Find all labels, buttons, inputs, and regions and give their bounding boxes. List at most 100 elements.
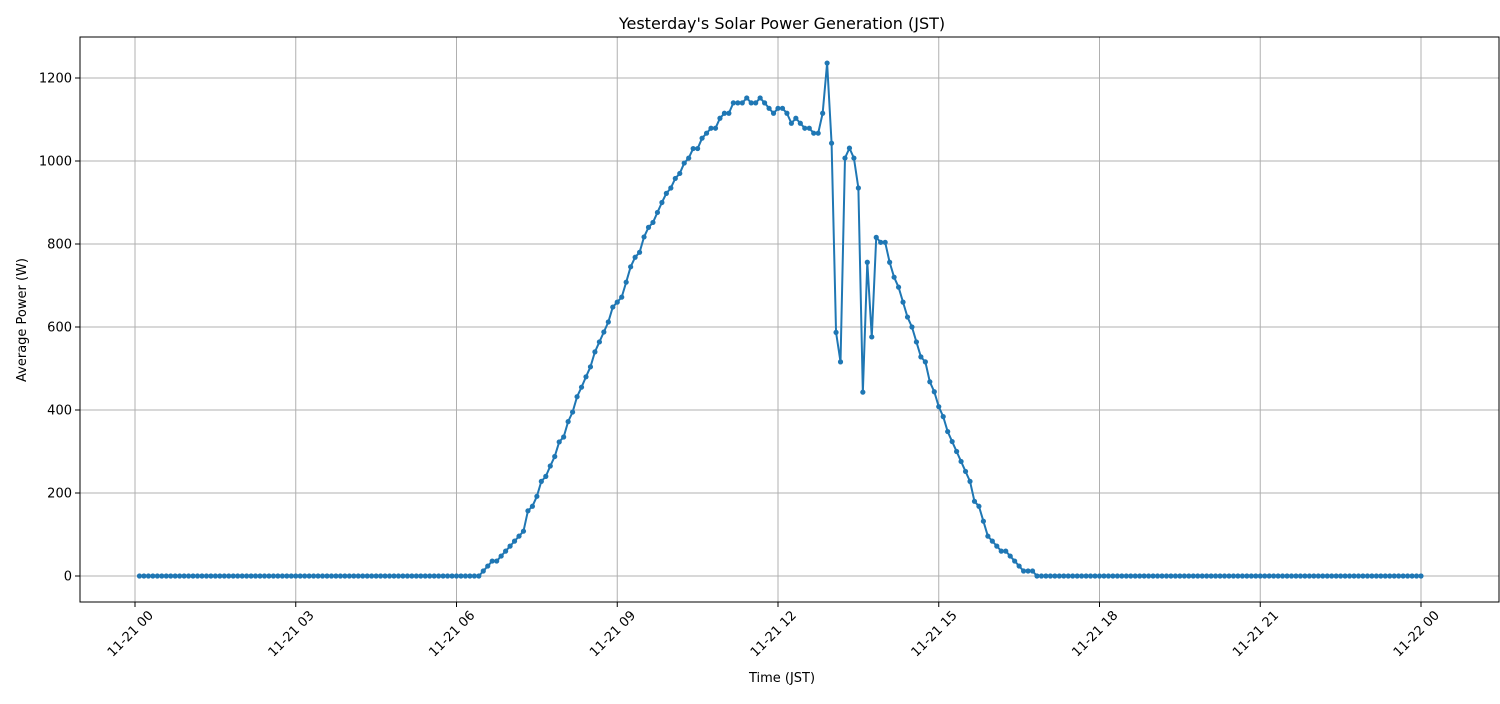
data-point bbox=[543, 473, 549, 479]
data-point bbox=[1342, 573, 1348, 579]
data-point bbox=[342, 573, 348, 579]
data-point bbox=[668, 185, 674, 191]
x-tick-label: 11-21 15 bbox=[909, 608, 961, 660]
data-point bbox=[337, 573, 344, 579]
data-point bbox=[476, 573, 482, 579]
data-point bbox=[962, 468, 969, 475]
data-point bbox=[297, 573, 303, 579]
data-point bbox=[136, 573, 143, 579]
data-point bbox=[793, 115, 799, 121]
data-point bbox=[373, 573, 379, 579]
data-point bbox=[208, 573, 214, 579]
data-point bbox=[1387, 573, 1393, 579]
data-point bbox=[1034, 573, 1040, 579]
data-point bbox=[860, 389, 866, 395]
data-point bbox=[1208, 573, 1214, 579]
data-point bbox=[641, 234, 647, 240]
data-point bbox=[1168, 573, 1174, 579]
data-point bbox=[145, 573, 151, 579]
data-point bbox=[775, 105, 781, 111]
data-point bbox=[413, 573, 419, 579]
data-point bbox=[739, 100, 745, 106]
data-point bbox=[1065, 573, 1071, 579]
data-point bbox=[869, 334, 875, 340]
data-point bbox=[395, 573, 402, 579]
data-point bbox=[632, 254, 638, 260]
data-point bbox=[650, 219, 656, 226]
data-point bbox=[753, 100, 759, 106]
data-point bbox=[494, 558, 500, 564]
data-point bbox=[561, 434, 567, 440]
data-point bbox=[846, 145, 853, 151]
data-point bbox=[1413, 573, 1420, 579]
data-point bbox=[583, 374, 589, 380]
data-point bbox=[1181, 573, 1187, 579]
data-point bbox=[1275, 573, 1281, 579]
data-point bbox=[489, 558, 495, 564]
data-point bbox=[203, 573, 210, 579]
data-point bbox=[931, 389, 937, 395]
y-axis: 0 200 400 600 800 1000 1200 bbox=[39, 72, 80, 585]
data-point bbox=[404, 573, 410, 579]
data-point bbox=[1297, 573, 1304, 579]
data-point bbox=[1016, 563, 1022, 569]
data-point bbox=[708, 125, 714, 131]
data-point bbox=[284, 573, 290, 579]
data-point bbox=[293, 573, 299, 579]
data-point bbox=[601, 329, 607, 335]
data-point bbox=[980, 518, 987, 524]
data-point bbox=[547, 463, 553, 469]
data-point bbox=[820, 110, 826, 116]
data-point bbox=[1132, 573, 1138, 579]
data-point bbox=[565, 419, 571, 425]
data-point bbox=[369, 573, 375, 579]
data-point bbox=[762, 100, 768, 106]
data-point bbox=[1029, 568, 1036, 574]
data-point bbox=[1110, 573, 1116, 579]
data-point bbox=[900, 299, 906, 305]
data-point bbox=[511, 538, 518, 544]
data-point bbox=[726, 110, 732, 116]
data-point bbox=[261, 573, 268, 579]
data-point bbox=[663, 190, 669, 196]
data-point bbox=[1400, 573, 1406, 579]
data-point bbox=[1163, 573, 1170, 579]
data-point bbox=[940, 414, 946, 420]
data-point bbox=[458, 573, 464, 579]
data-point bbox=[154, 573, 160, 579]
data-point bbox=[302, 573, 308, 579]
data-point bbox=[1360, 573, 1366, 579]
data-point bbox=[1235, 573, 1241, 579]
data-point bbox=[1186, 573, 1192, 579]
data-point bbox=[1279, 573, 1286, 579]
data-point bbox=[1212, 573, 1219, 579]
data-point bbox=[909, 324, 915, 330]
data-point bbox=[1244, 573, 1250, 579]
data-point bbox=[244, 573, 250, 579]
data-point bbox=[971, 498, 978, 504]
data-point bbox=[958, 458, 964, 465]
data-point bbox=[686, 155, 692, 161]
data-point bbox=[954, 448, 960, 455]
data-point bbox=[1355, 573, 1362, 579]
data-point bbox=[1070, 573, 1076, 579]
data-point bbox=[449, 573, 455, 579]
data-point bbox=[1351, 573, 1357, 579]
data-point bbox=[1302, 573, 1308, 579]
data-point bbox=[967, 478, 973, 484]
data-point bbox=[636, 249, 643, 255]
data-point bbox=[391, 573, 397, 579]
data-point bbox=[1418, 573, 1424, 579]
data-point bbox=[177, 573, 183, 579]
x-tick-label: 11-21 21 bbox=[1230, 608, 1282, 660]
data-point bbox=[306, 573, 312, 579]
data-point bbox=[181, 573, 187, 579]
data-point bbox=[1137, 573, 1143, 579]
y-tick-label: 800 bbox=[47, 238, 72, 253]
data-point bbox=[1087, 573, 1094, 579]
data-point bbox=[480, 568, 486, 574]
y-tick-label: 200 bbox=[47, 487, 72, 502]
data-point bbox=[185, 573, 192, 579]
data-point bbox=[1405, 573, 1411, 579]
